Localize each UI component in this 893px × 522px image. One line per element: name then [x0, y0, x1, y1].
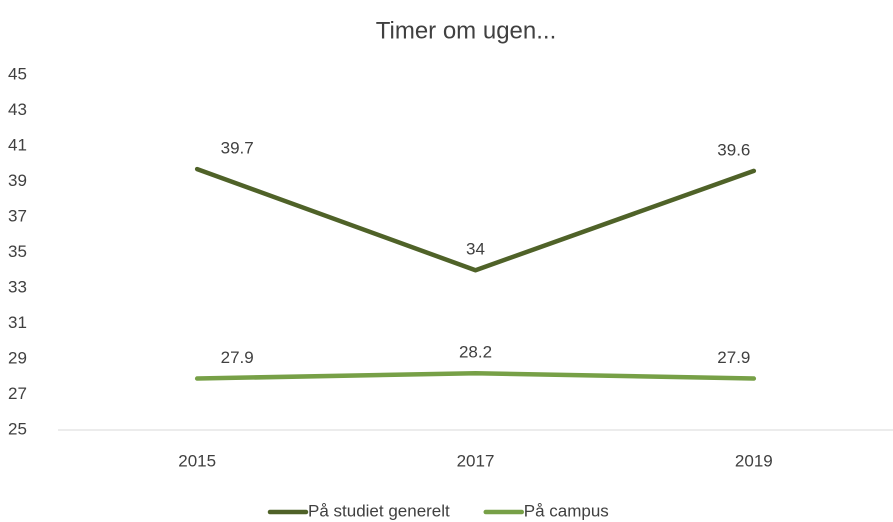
data-label: 39.6: [717, 140, 750, 159]
y-tick-label: 43: [8, 100, 27, 119]
y-tick-label: 41: [8, 135, 27, 154]
y-tick-label: 31: [8, 313, 27, 332]
y-tick-label: 37: [8, 206, 27, 225]
series-line: [194, 370, 757, 381]
x-tick-label: 2019: [735, 451, 773, 470]
data-label: 28.2: [459, 343, 492, 362]
y-tick-label: 45: [8, 64, 27, 83]
data-label: 27.9: [221, 348, 254, 367]
data-label: 34: [466, 240, 485, 259]
data-label: 39.7: [221, 139, 254, 158]
chart-title: Timer om ugen...: [376, 17, 557, 44]
y-tick-label: 27: [8, 384, 27, 403]
y-tick-label: 29: [8, 348, 27, 367]
legend-label: På campus: [524, 501, 609, 520]
x-tick-label: 2017: [457, 451, 495, 470]
y-tick-label: 25: [8, 419, 27, 438]
data-label: 27.9: [717, 348, 750, 367]
y-tick-label: 39: [8, 171, 27, 190]
y-tick-label: 33: [8, 277, 27, 296]
x-tick-label: 2015: [178, 451, 216, 470]
legend-label: På studiet generelt: [308, 501, 450, 520]
y-tick-label: 35: [8, 242, 27, 261]
series-line: [194, 166, 757, 273]
